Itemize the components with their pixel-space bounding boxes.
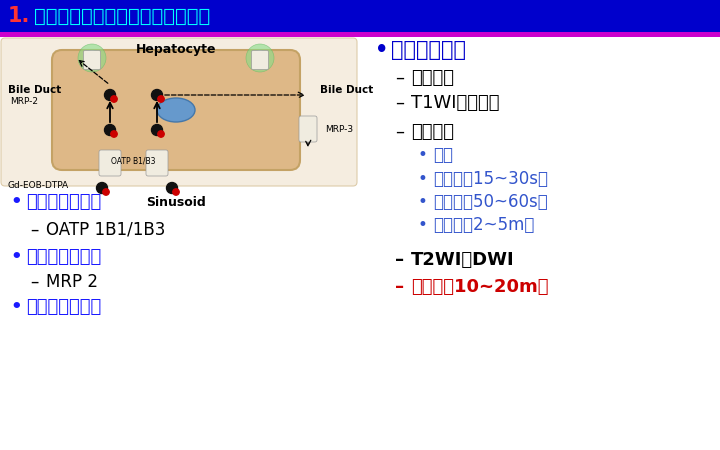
Text: •: • [417, 193, 427, 211]
Text: OATP B1/B3: OATP B1/B3 [112, 156, 156, 165]
Ellipse shape [78, 44, 106, 72]
Bar [0, 0, 720, 32]
Ellipse shape [84, 50, 100, 66]
Ellipse shape [246, 44, 274, 72]
Text: 定位扫描: 定位扫描 [411, 69, 454, 87]
Text: Bile Duct: Bile Duct [8, 85, 61, 95]
Text: T1WI同反相位: T1WI同反相位 [411, 94, 500, 112]
Text: –: – [395, 69, 404, 87]
Circle shape [173, 189, 179, 195]
Text: Gd-EOB-DTPA: Gd-EOB-DTPA [8, 180, 69, 189]
Text: 肝细胞返回血窦: 肝细胞返回血窦 [26, 298, 102, 316]
Text: •: • [10, 248, 22, 266]
Circle shape [151, 90, 163, 100]
FancyBboxPatch shape [146, 150, 168, 176]
Text: –: – [395, 251, 404, 269]
Text: 1.: 1. [8, 6, 30, 26]
FancyBboxPatch shape [1, 38, 357, 186]
Circle shape [111, 96, 117, 102]
Text: 门脉期（50~60s）: 门脉期（50~60s） [433, 193, 548, 211]
Text: Bile Duct: Bile Duct [320, 85, 373, 95]
Circle shape [158, 131, 164, 137]
Text: 动脉期（15~30s）: 动脉期（15~30s） [433, 170, 548, 188]
Text: •: • [417, 216, 427, 234]
Ellipse shape [157, 98, 195, 122]
Text: •: • [375, 40, 388, 60]
Text: •: • [10, 193, 22, 211]
Text: –: – [30, 221, 38, 239]
Text: 钆塞酸二钠肝内转运及其扫描技术: 钆塞酸二钠肝内转运及其扫描技术 [34, 6, 210, 26]
FancyBboxPatch shape [99, 150, 121, 176]
Text: 血窦进入肝细胞: 血窦进入肝细胞 [26, 193, 102, 211]
FancyBboxPatch shape [251, 50, 269, 69]
Text: 肝细胞进入胆管: 肝细胞进入胆管 [26, 248, 102, 266]
Text: MRP-2: MRP-2 [10, 98, 38, 107]
Ellipse shape [252, 50, 268, 66]
Text: –: – [30, 273, 38, 291]
Circle shape [111, 131, 117, 137]
Text: –: – [395, 278, 404, 296]
FancyBboxPatch shape [299, 116, 317, 142]
Text: OATP 1B1/1B3: OATP 1B1/1B3 [46, 221, 166, 239]
Text: 增强扫描顺序: 增强扫描顺序 [391, 40, 466, 60]
Text: 蒙片: 蒙片 [433, 146, 453, 164]
Text: 过渡期（2~5m）: 过渡期（2~5m） [433, 216, 534, 234]
Text: 多期增强: 多期增强 [411, 123, 454, 141]
Text: •: • [417, 170, 427, 188]
FancyBboxPatch shape [52, 50, 300, 170]
Circle shape [96, 183, 107, 194]
Text: –: – [395, 123, 404, 141]
Circle shape [103, 189, 109, 195]
Circle shape [158, 96, 164, 102]
Text: T2WI、DWI: T2WI、DWI [411, 251, 515, 269]
Circle shape [166, 183, 178, 194]
Text: MRP 2: MRP 2 [46, 273, 98, 291]
Text: •: • [417, 146, 427, 164]
Text: –: – [395, 94, 404, 112]
Circle shape [104, 125, 115, 135]
Text: MRP-3: MRP-3 [325, 126, 353, 135]
Circle shape [104, 90, 115, 100]
Text: 肝胆期（10~20m）: 肝胆期（10~20m） [411, 278, 549, 296]
FancyBboxPatch shape [84, 50, 101, 69]
Circle shape [151, 125, 163, 135]
Text: Hepatocyte: Hepatocyte [136, 44, 216, 57]
Bar [0, 32, 720, 37]
Text: Sinusoid: Sinusoid [146, 195, 206, 208]
Text: •: • [10, 298, 22, 316]
